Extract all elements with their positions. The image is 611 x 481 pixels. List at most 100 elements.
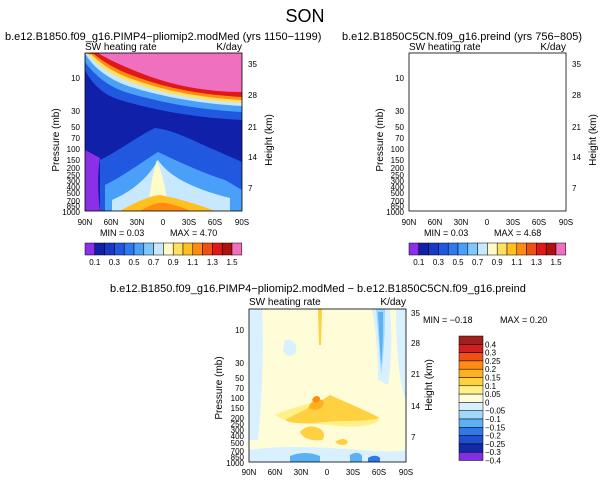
panel-title: b.e12.B1850C5CN.f09_g16.preind (yrs 756−… [342,31,582,43]
y-tick-label: 200 [67,164,81,173]
y-tick-label: 300 [231,426,245,435]
y-right-tick-label: 28 [572,91,581,100]
x-tick-labels: 90N 60N 30N 0 30S 60S 90S [402,218,573,227]
y-tick-labels: 10 30 50 70 100 150 200 250 300 400 500 … [62,74,80,217]
y-tick-label: 850 [67,202,81,211]
x-tick-labels: 90N 60N 30N 0 30S 60S 90S [242,468,413,477]
colorbar-swatch [133,242,145,256]
field-band [396,309,406,400]
colorbar-label: 0.1 [89,258,101,267]
colorbar-label: 1.3 [531,258,543,267]
y-right-tick-labels: 35 28 21 14 7 [572,60,581,193]
field-band [120,195,215,211]
colorbar-label: −0.1 [485,415,501,424]
colorbar-label: 1.5 [550,258,562,267]
x-tick-label: 30N [130,218,145,227]
colorbar-vertical: 0.40.30.250.20.150.10.050−0.05−0.1−0.15−… [458,335,506,466]
colorbar-label: 0 [485,398,490,407]
field-band [409,53,566,100]
y-right-tick-label: 35 [411,309,420,318]
field-band [98,53,242,92]
field-band [464,203,514,211]
colorbar-label: −0.25 [485,440,506,449]
x-tick-label: 60S [208,218,222,227]
panel-difference: b.e12.B1850.f09_g16.PIMP4−pliomip2.modMe… [110,283,547,477]
field-band [409,53,566,112]
panel-subtitle-right: K/day [540,42,566,53]
max-label: MAX = 0.20 [500,315,547,325]
y-tick-label: 50 [395,123,404,132]
panel-subtitle-right: K/day [216,42,242,53]
field-band [283,339,297,356]
y-right-tick-label: 28 [411,339,420,348]
colorbar-label: 0.9 [168,258,180,267]
colorbar-swatch [458,368,484,378]
max-label: MAX = 4.68 [494,228,541,238]
y-right-tick-label: 7 [248,184,253,193]
colorbar-label: 0.3 [485,349,497,358]
plot-frame [248,308,407,463]
field-band [436,160,554,211]
panel-subtitle-left: SW heating rate [409,42,481,53]
colorbar-swatch [408,242,420,256]
colorbar-swatch [458,435,484,445]
colorbar-label: 0.3 [433,258,445,267]
field-band [249,309,263,440]
colorbar-swatch [163,242,174,256]
y-tick-label: 10 [235,326,244,335]
y-right-tick-label: 28 [248,91,257,100]
field-band [368,455,380,462]
x-tick-label: 90S [399,468,413,477]
panel-top-left: b.e12.B1850.f09_g16.PIMP4−pliomip2.modMe… [5,31,321,267]
colorbar-swatch [221,242,233,256]
field-band [290,453,320,462]
field-band [335,439,348,445]
field-band [409,53,566,103]
field-band [429,152,566,211]
colorbar-swatch [231,242,243,256]
colorbar-swatch [212,242,223,256]
field-band [424,128,566,211]
colorbar-swatch [182,242,194,256]
x-tick-label: 0 [325,468,330,477]
colorbar-label: 0.5 [452,258,464,267]
field-band [318,309,322,345]
y-tick-label: 700 [391,197,405,206]
plot-frame [408,52,567,212]
field-band [85,150,100,211]
y-tick-label: 10 [395,74,404,83]
y-tick-label: 400 [391,183,405,192]
colorbar-swatch [526,242,537,256]
colorbar-swatch [458,443,484,453]
y-tick-label: 250 [231,420,245,429]
panel-title: b.e12.B1850.f09_g16.PIMP4−pliomip2.modMe… [5,31,321,43]
colorbar-label: 1.3 [207,258,219,267]
field-band [112,160,230,211]
y-right-tick-labels: 35 28 21 14 7 [248,60,257,193]
y-tick-label: 100 [391,145,405,154]
y-tick-label: 30 [395,107,404,116]
field-band [249,446,406,462]
colorbar-label: −0.15 [485,423,506,432]
y-tick-label: 50 [235,374,244,383]
x-tick-label: 30S [346,468,360,477]
panel-title: b.e12.B1850.f09_g16.PIMP4−pliomip2.modMe… [110,283,526,295]
colorbar-label: 0.1 [413,258,425,267]
x-tick-label: 0 [485,218,490,227]
colorbar-swatch [477,242,488,256]
colorbar-swatch [153,242,164,256]
y-tick-label: 500 [67,189,81,198]
colorbar-swatch [516,242,527,256]
colorbar-label: 0.3 [109,258,121,267]
colorbar-swatch [458,393,484,403]
y-tick-label: 1000 [62,208,80,217]
panel-subtitle-right: K/day [380,297,406,308]
colorbar-swatch [458,377,484,387]
y-tick-label: 50 [71,123,80,132]
field-band [409,53,566,120]
y-tick-label: 700 [231,447,245,456]
field-band [444,195,539,211]
field-band [285,395,380,424]
colorbar-swatch [458,344,484,353]
y-tick-label: 500 [391,189,405,198]
